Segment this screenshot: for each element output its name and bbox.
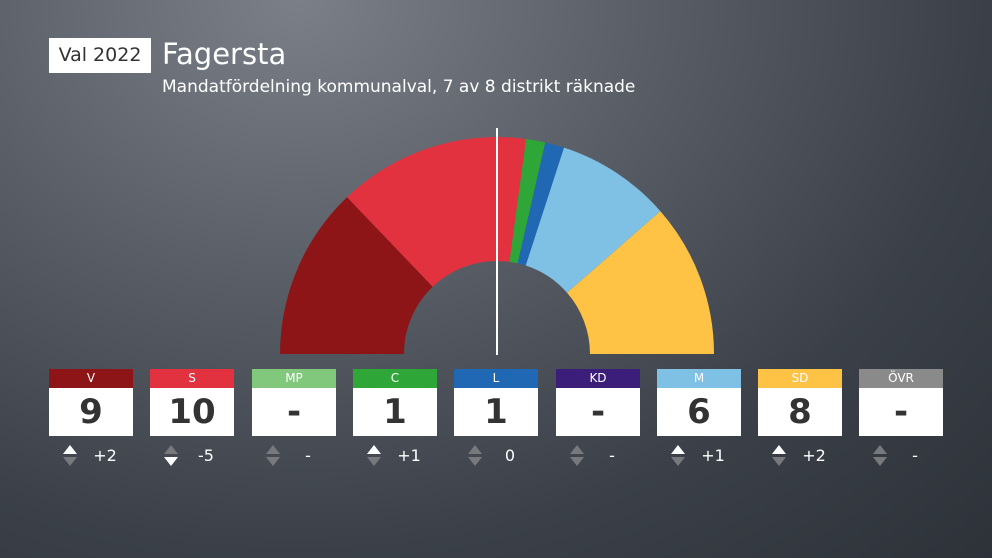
- party-seat-count: 1: [454, 388, 538, 436]
- arrow-up-icon: [873, 445, 887, 454]
- page-subtitle: Mandatfördelning kommunalval, 7 av 8 dis…: [162, 77, 636, 97]
- election-year-badge: Val 2022: [49, 38, 151, 73]
- party-seat-change: +2: [49, 441, 133, 469]
- arrow-down-icon: [63, 457, 77, 466]
- party-seat-change: -5: [150, 441, 234, 469]
- seat-segment-c: [509, 138, 546, 264]
- party-seat-change: +1: [657, 441, 741, 469]
- party-card-övr: ÖVR - -: [859, 369, 943, 469]
- party-seat-count: 1: [353, 388, 437, 436]
- party-seat-change: -: [859, 441, 943, 469]
- change-value: -: [912, 446, 918, 465]
- party-seat-change: +2: [758, 441, 842, 469]
- change-arrows-icon: [164, 445, 178, 467]
- change-value: +1: [397, 446, 421, 465]
- arrow-up-icon: [570, 445, 584, 454]
- change-value: +2: [802, 446, 826, 465]
- arrow-up-icon: [164, 445, 178, 454]
- arrow-down-icon: [468, 457, 482, 466]
- party-card-c: C 1 +1: [353, 369, 437, 469]
- party-results-row: V 9 +2 S 10 -5 MP - - C 1 +1 L 1 0 KD - - M 6 +1 SD 8 +2 ÖVR - -: [49, 369, 943, 469]
- arrow-up-icon: [63, 445, 77, 454]
- change-arrows-icon: [63, 445, 77, 467]
- party-card-kd: KD - -: [556, 369, 640, 469]
- party-label: S: [150, 369, 234, 388]
- party-card-v: V 9 +2: [49, 369, 133, 469]
- arrow-up-icon: [468, 445, 482, 454]
- party-seat-change: -: [556, 441, 640, 469]
- party-seat-count: 8: [758, 388, 842, 436]
- page-title: Fagersta: [162, 37, 287, 71]
- change-value: -: [305, 446, 311, 465]
- arrow-down-icon: [570, 457, 584, 466]
- arrow-down-icon: [367, 457, 381, 466]
- party-label: MP: [252, 369, 336, 388]
- party-seat-count: 9: [49, 388, 133, 436]
- arrow-up-icon: [367, 445, 381, 454]
- party-seat-count: -: [252, 388, 336, 436]
- party-label: KD: [556, 369, 640, 388]
- party-label: M: [657, 369, 741, 388]
- arrow-down-icon: [772, 457, 786, 466]
- party-label: C: [353, 369, 437, 388]
- party-seat-count: 6: [657, 388, 741, 436]
- change-arrows-icon: [873, 445, 887, 467]
- party-seat-change: -: [252, 441, 336, 469]
- change-value: 0: [504, 446, 516, 465]
- seat-segment-m: [525, 147, 661, 293]
- seat-segment-l: [517, 142, 565, 266]
- party-card-m: M 6 +1: [657, 369, 741, 469]
- arrow-up-icon: [266, 445, 280, 454]
- seat-segment-sd: [567, 211, 714, 354]
- party-seat-count: -: [859, 388, 943, 436]
- arrow-down-icon: [671, 457, 685, 466]
- party-seat-count: -: [556, 388, 640, 436]
- arrow-down-icon: [266, 457, 280, 466]
- party-seat-change: +1: [353, 441, 437, 469]
- change-value: +2: [93, 446, 117, 465]
- party-label: ÖVR: [859, 369, 943, 388]
- party-label: V: [49, 369, 133, 388]
- arrow-down-icon: [873, 457, 887, 466]
- arrow-up-icon: [772, 445, 786, 454]
- change-arrows-icon: [671, 445, 685, 467]
- party-seat-count: 10: [150, 388, 234, 436]
- party-card-s: S 10 -5: [150, 369, 234, 469]
- change-arrows-icon: [468, 445, 482, 467]
- party-card-sd: SD 8 +2: [758, 369, 842, 469]
- change-arrows-icon: [570, 445, 584, 467]
- change-arrows-icon: [772, 445, 786, 467]
- change-arrows-icon: [266, 445, 280, 467]
- arrow-down-icon: [164, 457, 178, 466]
- party-card-mp: MP - -: [252, 369, 336, 469]
- change-value: +1: [701, 446, 725, 465]
- change-value: -5: [198, 446, 214, 465]
- arrow-up-icon: [671, 445, 685, 454]
- party-label: SD: [758, 369, 842, 388]
- party-seat-change: 0: [454, 441, 538, 469]
- seat-segment-s: [347, 136, 527, 287]
- party-label: L: [454, 369, 538, 388]
- seat-segment-v: [280, 197, 433, 354]
- change-value: -: [609, 446, 615, 465]
- change-arrows-icon: [367, 445, 381, 467]
